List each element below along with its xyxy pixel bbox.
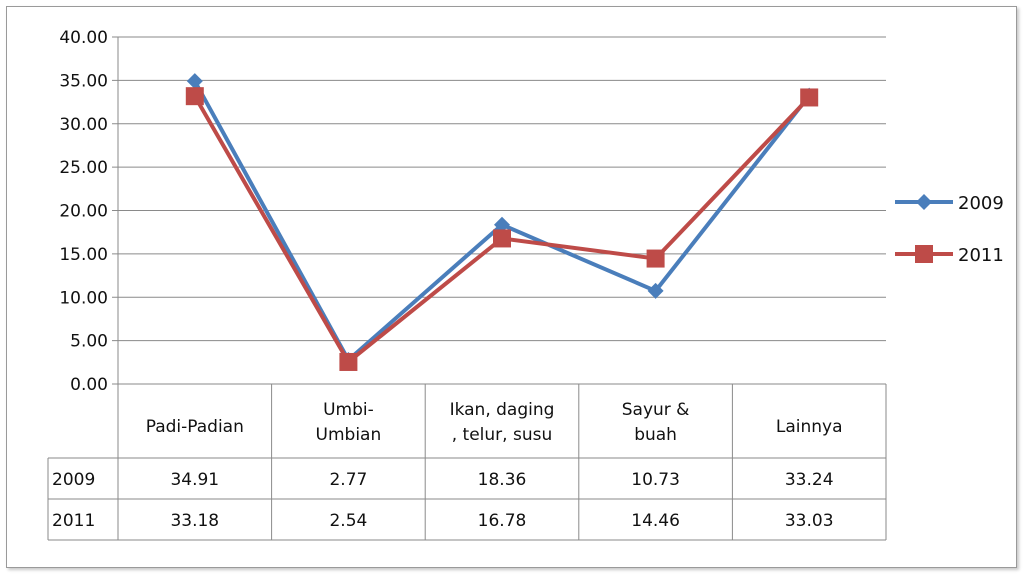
y-tick-label: 30.00 [59,115,108,135]
table-cell: 14.46 [631,511,680,531]
y-tick-label: 10.00 [59,288,108,308]
table-cell: 34.91 [170,470,219,490]
table-cell: 33.18 [170,511,219,531]
category-label: Umbian [316,425,382,445]
table-cell: 10.73 [631,470,680,490]
table-row-header: 2011 [52,511,95,531]
category-label: Padi-Padian [146,417,244,437]
y-tick-label: 0.00 [70,375,108,395]
data-point [339,352,358,371]
category-label: Sayur & [622,400,690,420]
data-point [494,216,510,233]
data-point [186,73,203,90]
data-point [646,249,665,268]
category-label: , telur, susu [452,425,553,445]
data-point [185,87,204,106]
data-point [493,229,511,248]
table-cell: 2.77 [329,470,367,490]
y-tick-label: 25.00 [59,158,108,178]
table-cell: 16.78 [478,511,527,531]
y-tick-label: 15.00 [59,245,108,265]
category-label: Lainnya [776,417,843,437]
category-label: Ikan, daging [450,400,555,420]
data-point [647,282,664,299]
category-label: buah [634,425,677,445]
table-cell: 2.54 [329,511,367,531]
y-tick-label: 20.00 [59,202,108,222]
legend-marker [916,194,932,210]
y-tick-label: 35.00 [59,71,108,91]
data-point [800,88,819,107]
table-cell: 33.03 [785,511,834,531]
category-label: Umbi- [323,400,374,420]
legend-label: 2009 [958,193,1004,214]
table-cell: 18.36 [478,470,527,490]
y-tick-label: 40.00 [59,28,108,48]
table-row-header: 2009 [52,470,95,490]
y-tick-label: 5.00 [70,332,108,352]
chart-frame [6,6,1017,568]
legend-label: 2011 [958,245,1004,266]
legend-marker [915,245,933,263]
table-cell: 33.24 [785,470,834,490]
